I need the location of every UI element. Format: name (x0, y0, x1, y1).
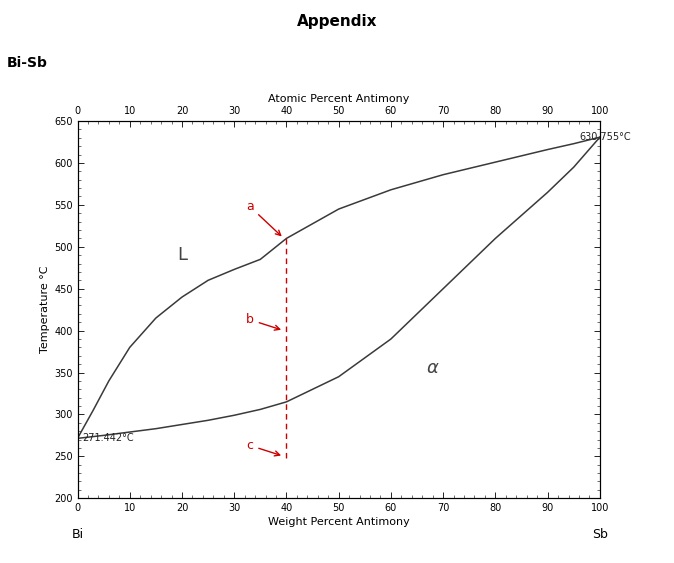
X-axis label: Weight Percent Antimony: Weight Percent Antimony (268, 517, 410, 528)
Text: Bi-Sb: Bi-Sb (7, 56, 48, 70)
X-axis label: Atomic Percent Antimony: Atomic Percent Antimony (268, 94, 409, 104)
Text: Sb: Sb (592, 528, 608, 541)
Text: b: b (246, 313, 280, 330)
Text: Appendix: Appendix (297, 14, 377, 29)
Text: 271.442°C: 271.442°C (83, 434, 134, 444)
Y-axis label: Temperature °C: Temperature °C (40, 266, 50, 354)
Text: Bi: Bi (71, 528, 84, 541)
Text: c: c (247, 439, 280, 456)
Text: 630.755°C: 630.755°C (579, 132, 631, 142)
Text: a: a (246, 200, 280, 235)
Text: L: L (177, 246, 187, 264)
Text: α: α (427, 359, 439, 377)
